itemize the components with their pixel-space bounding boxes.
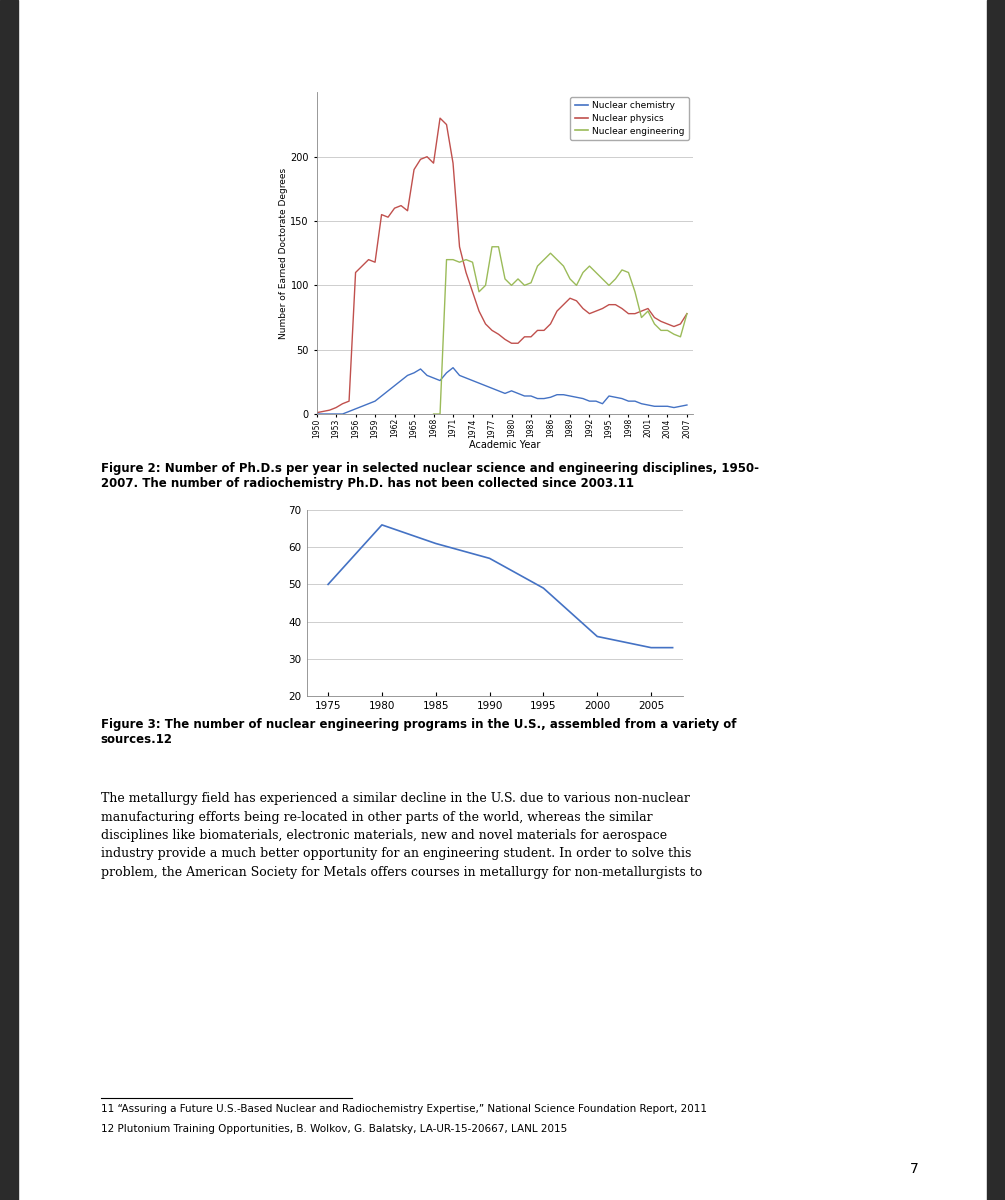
Y-axis label: Number of Earned Doctorate Degrees: Number of Earned Doctorate Degrees bbox=[278, 168, 287, 338]
Text: Figure 3: The number of nuclear engineering programs in the U.S., assembled from: Figure 3: The number of nuclear engineer… bbox=[100, 718, 736, 745]
Text: The metallurgy field has experienced a similar decline in the U.S. due to variou: The metallurgy field has experienced a s… bbox=[100, 792, 701, 878]
Text: Figure 2: Number of Ph.D.s per year in selected nuclear science and engineering : Figure 2: Number of Ph.D.s per year in s… bbox=[100, 462, 759, 490]
Text: 7: 7 bbox=[911, 1162, 919, 1176]
Text: 12 Plutonium Training Opportunities, B. Wolkov, G. Balatsky, LA-UR-15-20667, LAN: 12 Plutonium Training Opportunities, B. … bbox=[100, 1124, 567, 1134]
Legend: Nuclear chemistry, Nuclear physics, Nuclear engineering: Nuclear chemistry, Nuclear physics, Nucl… bbox=[570, 97, 689, 140]
X-axis label: Academic Year: Academic Year bbox=[469, 440, 541, 450]
Text: 11 “Assuring a Future U.S.-Based Nuclear and Radiochemistry Expertise,” National: 11 “Assuring a Future U.S.-Based Nuclear… bbox=[100, 1104, 707, 1114]
